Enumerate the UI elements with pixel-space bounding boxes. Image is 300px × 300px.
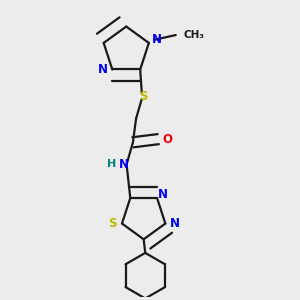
Text: N: N — [170, 217, 180, 230]
Text: N: N — [158, 188, 168, 201]
Text: S: S — [108, 217, 117, 230]
Text: O: O — [162, 133, 172, 146]
Text: N: N — [98, 63, 108, 76]
Text: S: S — [139, 90, 148, 103]
Text: H: H — [107, 159, 116, 169]
Text: CH₃: CH₃ — [184, 30, 205, 40]
Text: N: N — [119, 158, 129, 171]
Text: N: N — [152, 33, 162, 46]
